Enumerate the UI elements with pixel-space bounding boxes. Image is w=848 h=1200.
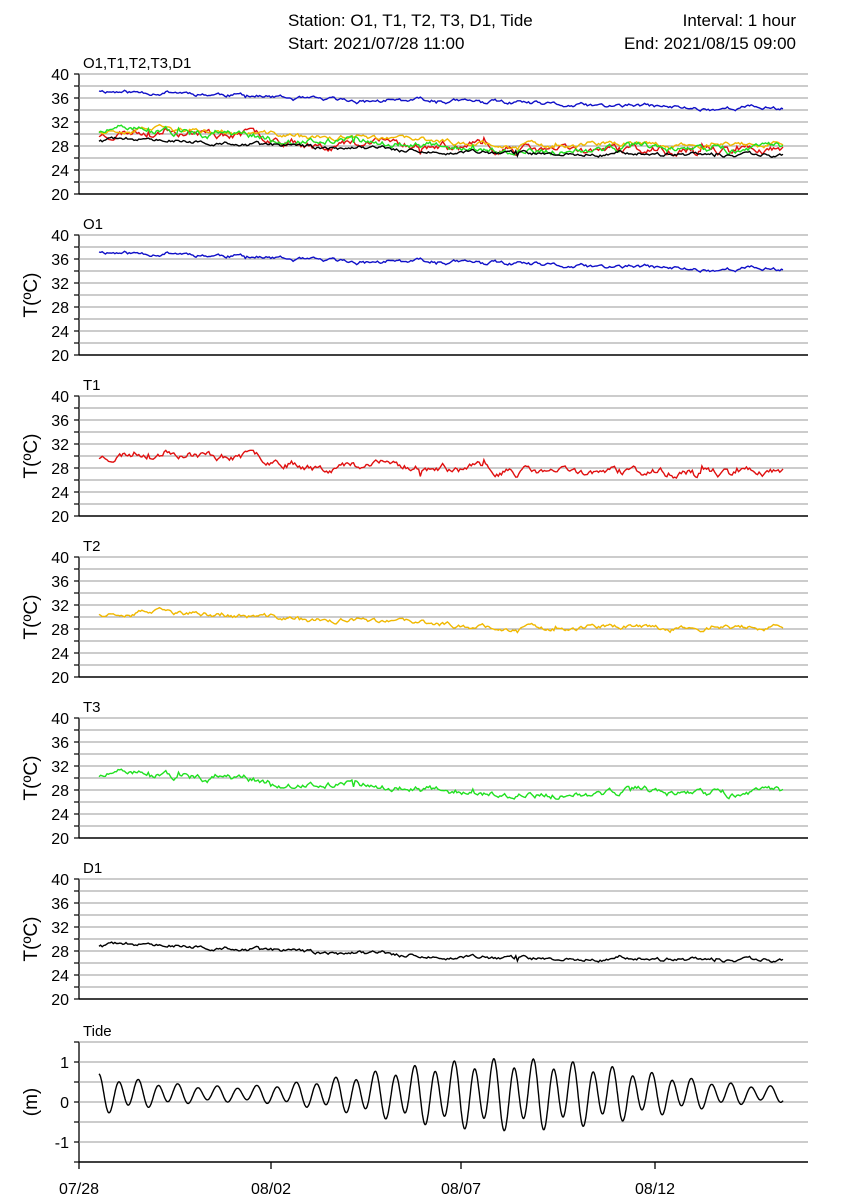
y-axis-label: T(ºC) xyxy=(21,434,42,479)
y-tick-label: 32 xyxy=(51,598,69,615)
y-tick-label: 28 xyxy=(51,461,69,478)
y-tick-label: 20 xyxy=(51,509,69,526)
y-tick-label: 24 xyxy=(51,163,69,180)
panel-d1: 20 24 28 32 36 40 D1 T(ºC) xyxy=(21,860,808,1009)
y-axis-label: T(ºC) xyxy=(21,273,42,318)
header-start: Start: 2021/07/28 11:00 xyxy=(288,34,465,53)
y-tick-label: 24 xyxy=(51,646,69,663)
panel-t1: 20 24 28 32 36 40 T1 T(ºC) xyxy=(21,377,808,526)
y-tick-label: 24 xyxy=(51,807,69,824)
panel-t2: 20 24 28 32 36 40 T2 T(ºC) xyxy=(21,538,808,687)
header-interval: Interval: 1 hour xyxy=(682,11,796,30)
y-tick-label: 20 xyxy=(51,187,69,204)
series-line-t1 xyxy=(98,449,784,480)
y-axis-label: T(ºC) xyxy=(21,595,42,640)
y-tick-label: 28 xyxy=(51,300,69,317)
y-axis-label: T(ºC) xyxy=(21,756,42,801)
header-station: Station: O1, T1, T2, T3, D1, Tide xyxy=(288,11,533,30)
series-line-d1 xyxy=(98,941,784,964)
y-tick-label: 24 xyxy=(51,485,69,502)
panel-title: Tide xyxy=(83,1023,112,1040)
y-tick-label: 20 xyxy=(51,992,69,1009)
y-axis-label: T(ºC) xyxy=(21,917,42,962)
x-tick-label: 08/12 xyxy=(635,1181,675,1198)
y-tick-label: 36 xyxy=(51,574,69,591)
panel-title: T1 xyxy=(83,377,101,394)
y-tick-label: 36 xyxy=(51,735,69,752)
y-tick-label: 20 xyxy=(51,348,69,365)
y-tick-label: 32 xyxy=(51,115,69,132)
panel-title: O1 xyxy=(83,216,103,233)
y-tick-label: 28 xyxy=(51,139,69,156)
y-tick-label: 40 xyxy=(51,389,69,406)
y-tick-label: 36 xyxy=(51,413,69,430)
series-line-o1 xyxy=(98,250,784,273)
y-tick-label: 32 xyxy=(51,437,69,454)
y-tick-label: 36 xyxy=(51,896,69,913)
series-line-o1 xyxy=(98,89,784,112)
header-end: End: 2021/08/15 09:00 xyxy=(623,34,796,53)
y-tick-label: 40 xyxy=(51,872,69,889)
y-tick-label: 1 xyxy=(60,1055,69,1072)
y-tick-label: 32 xyxy=(51,920,69,937)
y-tick-label: 40 xyxy=(51,67,69,84)
panel-title: T3 xyxy=(83,699,101,716)
panel-title: O1,T1,T2,T3,D1 xyxy=(83,55,191,72)
panel-t3: 20 24 28 32 36 40 T3 T(ºC) xyxy=(21,699,808,848)
x-tick-label: 08/02 xyxy=(251,1181,291,1198)
y-tick-label: 24 xyxy=(51,324,69,341)
y-tick-label: 28 xyxy=(51,783,69,800)
x-tick-label: 08/07 xyxy=(441,1181,481,1198)
panel-all: 20 24 28 32 36 40 O1,T1,T2,T3,D1 xyxy=(51,55,808,204)
y-tick-label: -1 xyxy=(55,1135,69,1152)
panel-tide: -1 0 1 Tide (m) 07/28 08/02 08/07 08/12 xyxy=(21,1023,808,1198)
y-tick-label: 32 xyxy=(51,759,69,776)
x-tick-label: 07/28 xyxy=(59,1181,99,1198)
series-line-t3 xyxy=(98,768,784,800)
series-line-t3 xyxy=(98,124,784,156)
y-tick-label: 36 xyxy=(51,91,69,108)
panel-o1: 20 24 28 32 36 40 O1 T(ºC) xyxy=(21,216,808,365)
y-tick-label: 32 xyxy=(51,276,69,293)
y-tick-label: 20 xyxy=(51,670,69,687)
y-tick-label: 40 xyxy=(51,711,69,728)
series-line-tide xyxy=(98,1058,784,1132)
y-tick-label: 24 xyxy=(51,968,69,985)
y-tick-label: 40 xyxy=(51,550,69,567)
y-tick-label: 20 xyxy=(51,831,69,848)
y-tick-label: 36 xyxy=(51,252,69,269)
y-tick-label: 0 xyxy=(60,1095,69,1112)
y-tick-label: 28 xyxy=(51,622,69,639)
series-line-t2 xyxy=(98,606,784,634)
y-axis-label: (m) xyxy=(21,1088,42,1116)
series-line-d1 xyxy=(98,136,784,159)
y-tick-label: 28 xyxy=(51,944,69,961)
panel-title: D1 xyxy=(83,860,102,877)
y-tick-label: 40 xyxy=(51,228,69,245)
panel-title: T2 xyxy=(83,538,101,555)
